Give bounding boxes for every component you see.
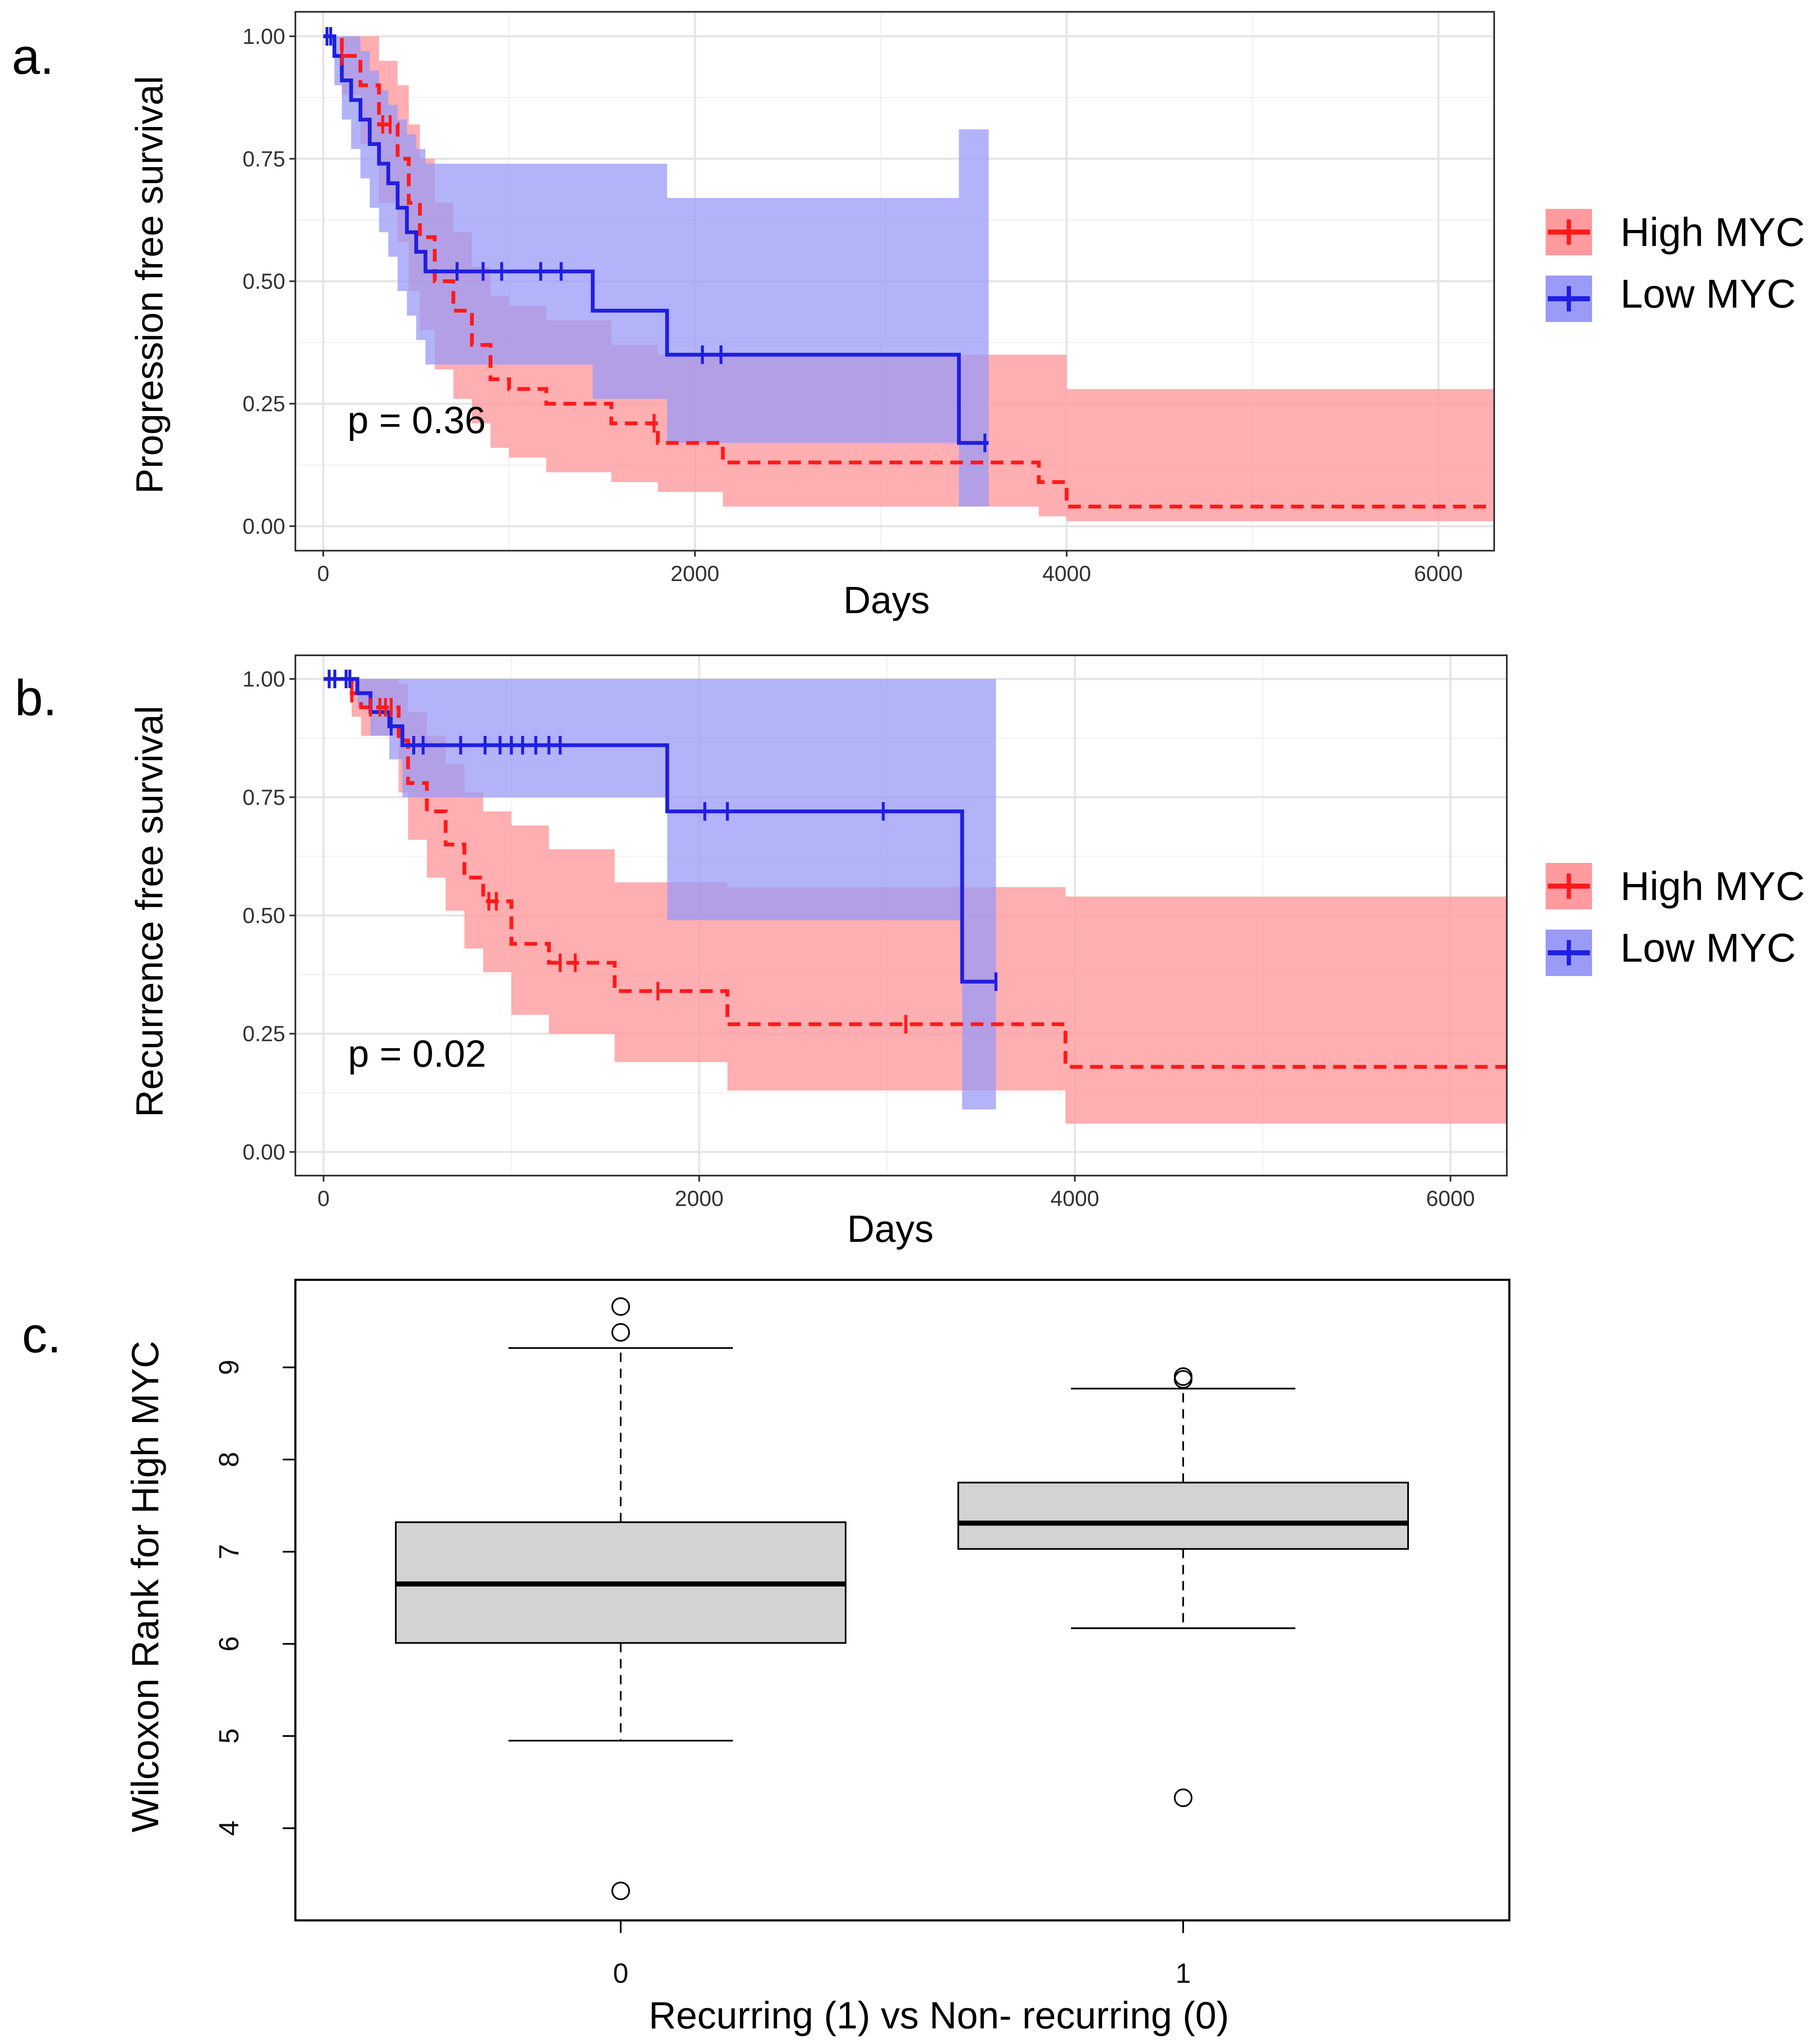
panel-c-x-axis-title: Recurring (1) vs Non- recurring (0) — [649, 1995, 1229, 2037]
panel-c-y-axis: 4 5 6 7 8 9 — [213, 1360, 295, 1836]
panel-b-y-axis-title: Recurrence free survival — [129, 706, 171, 1117]
panel-b-legend: High MYC Low MYC — [1546, 863, 1805, 976]
panel-a-legend: High MYC Low MYC — [1546, 209, 1805, 322]
b-y-tick-label: 0.50 — [243, 904, 285, 928]
panel-b-legend-low-label: Low MYC — [1620, 925, 1796, 971]
a-curve-low-myc — [323, 34, 989, 445]
panel-a-confidence-bands — [323, 36, 1494, 522]
a-y-tick-label: 0.75 — [243, 147, 285, 171]
panel-a-y-axis-title: Progression free survival — [129, 76, 171, 494]
panel-a-survival-curves — [323, 34, 1494, 508]
panel-a-letter: a. — [12, 28, 54, 85]
box-0-outlier — [611, 1882, 630, 1901]
a-x-tick-label: 2000 — [670, 562, 719, 586]
panel-c-boxes — [395, 1297, 1409, 1901]
a-x-tick-label: 0 — [317, 562, 330, 586]
a-y-tick-label: 0.25 — [243, 392, 285, 416]
panel-b-letter: b. — [15, 670, 57, 726]
box-1-outlier — [1174, 1367, 1192, 1386]
a-x-tick-label: 6000 — [1414, 562, 1463, 586]
panel-b-p-value: p = 0.02 — [348, 1033, 487, 1075]
panel-c-y-tick-label: 9 — [213, 1360, 244, 1375]
panel-c-plot-border — [294, 1279, 1511, 1922]
b-y-tick-label: 1.00 — [243, 667, 285, 692]
a-band-low-myc — [323, 36, 989, 507]
panel-c-y-tick-label: 7 — [213, 1544, 244, 1560]
b-y-tick-label: 0.00 — [243, 1140, 285, 1165]
panel-c-y-tick-label: 8 — [213, 1452, 244, 1468]
box-1-outlier — [1174, 1788, 1192, 1807]
box-1-iqr-rect — [957, 1482, 1409, 1550]
panel-c-y-axis-title: Wilcoxon Rank for High MYC — [124, 1341, 167, 1832]
b-x-tick-label: 4000 — [1050, 1187, 1099, 1211]
a-y-tick-label: 1.00 — [243, 24, 285, 49]
panel-b-confidence-bands — [323, 679, 1507, 1124]
panel-b-x-axis: 0 2000 4000 6000 — [317, 1176, 1475, 1211]
panel-a-progression-free-survival: a. 0 2000 4000 6000 0.00 0.25 0.50 0.75 1.00 p … — [12, 11, 1805, 622]
panel-b-censor-marks — [327, 670, 998, 1034]
panel-a-x-axis-title: Days — [843, 579, 930, 622]
b-band-low-myc — [323, 679, 996, 1110]
a-band-high-myc — [323, 36, 1494, 522]
box-0-outlier — [611, 1297, 630, 1316]
panel-a-p-value: p = 0.36 — [347, 399, 486, 441]
panel-a-x-axis: 0 2000 4000 6000 — [317, 551, 1463, 586]
b-x-tick-label: 0 — [317, 1187, 330, 1211]
panel-a-censor-marks — [325, 27, 987, 452]
b-y-tick-label: 0.75 — [243, 785, 285, 810]
panel-c-x-tick-label: 0 — [613, 1957, 629, 1989]
panel-a-legend-low-label: Low MYC — [1620, 271, 1796, 316]
b-y-tick-label: 0.25 — [243, 1022, 285, 1046]
panel-c-y-tick-label: 5 — [213, 1728, 244, 1744]
panel-b-y-axis: 0.00 0.25 0.50 0.75 1.00 — [243, 667, 295, 1165]
b-x-tick-label: 2000 — [675, 1187, 724, 1211]
a-y-tick-label: 0.00 — [243, 514, 285, 539]
b-curve-low-myc — [323, 677, 996, 984]
box-0-outlier — [611, 1323, 630, 1342]
panel-b-legend-high-label: High MYC — [1620, 864, 1805, 909]
panel-b-recurrence-free-survival: b. 0 2000 4000 6000 0.00 0.25 0.50 0.75 1.00 p … — [15, 654, 1805, 1250]
b-x-tick-label: 6000 — [1426, 1187, 1475, 1211]
a-x-tick-label: 4000 — [1042, 562, 1091, 586]
panel-a-y-axis: 0.00 0.25 0.50 0.75 1.00 — [243, 24, 295, 539]
panel-c-x-tick-label: 1 — [1176, 1957, 1191, 1989]
panel-c-y-tick-label: 4 — [213, 1820, 244, 1836]
panel-c-letter: c. — [22, 1307, 61, 1363]
a-y-tick-label: 0.50 — [243, 270, 285, 294]
panel-c-y-tick-label: 6 — [213, 1636, 244, 1652]
panel-a-legend-high-label: High MYC — [1620, 210, 1805, 255]
panel-b-x-axis-title: Days — [847, 1208, 933, 1250]
